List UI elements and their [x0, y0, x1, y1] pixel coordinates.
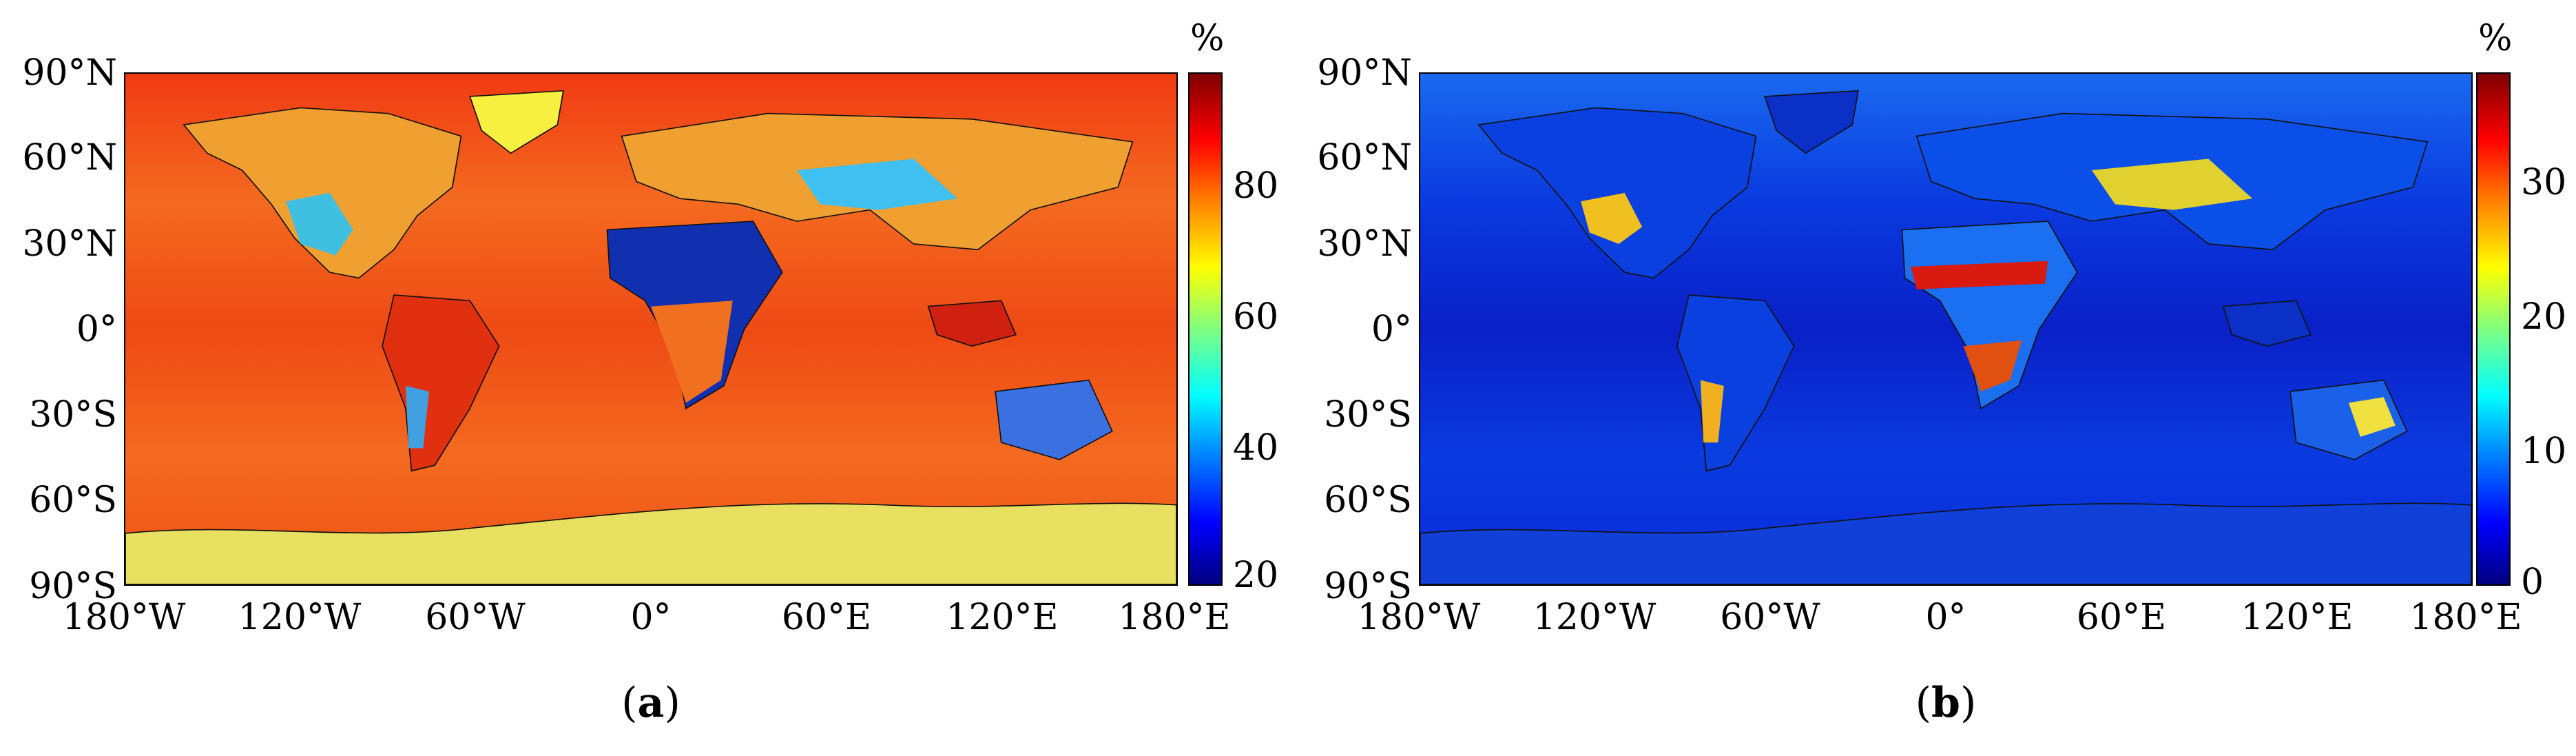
- antarctica-b: [1420, 502, 2471, 584]
- na-dry-a: [286, 192, 353, 256]
- colorbar-unit-b: %: [2478, 18, 2513, 59]
- lat-label-60s: 60°S: [29, 480, 117, 521]
- lon-label-60w: 60°W: [1720, 597, 1820, 638]
- north-america-a: [183, 107, 462, 279]
- lat-label-30n: 30°N: [1317, 223, 1412, 265]
- lat-label-30n: 30°N: [22, 223, 117, 265]
- lon-label-120w: 120°W: [1533, 597, 1656, 638]
- map-b-svg: [1420, 74, 2471, 584]
- colorbar-a-tick-40: 40: [1233, 427, 1279, 469]
- lon-label-180w: 180°W: [1357, 597, 1481, 638]
- antarctica-a: [125, 502, 1176, 584]
- lat-label-90s: 90°S: [1324, 566, 1412, 607]
- lon-label-60e: 60°E: [781, 597, 872, 638]
- lat-label-90s: 90°S: [29, 566, 117, 607]
- lon-label-120w: 120°W: [238, 597, 362, 638]
- colorbar-b: [2476, 72, 2511, 586]
- australia-hot-b: [2348, 397, 2396, 437]
- greenland-a: [469, 90, 564, 154]
- lon-label-120e: 120°E: [946, 597, 1059, 638]
- africa-wet-a: [651, 300, 733, 403]
- map-b: [1419, 72, 2473, 586]
- lon-label-60w: 60°W: [425, 597, 526, 638]
- colorbar-b-tick-20: 20: [2521, 296, 2567, 338]
- north-america-b: [1477, 107, 1757, 279]
- lon-label-0: 0°: [630, 597, 672, 638]
- australia-a: [995, 379, 1113, 460]
- panel-a: 90°N 60°N 30°N 0° 30°S 60°S 90°S 180°W 1…: [22, 18, 1279, 727]
- map-a-svg: [125, 74, 1176, 584]
- colorbar-a-tick-80: 80: [1233, 165, 1279, 207]
- lon-label-180e: 180°E: [1118, 597, 1231, 638]
- asia-dry-a: [796, 159, 958, 210]
- lat-label-60s: 60°S: [1324, 480, 1412, 521]
- lon-label-0: 0°: [1925, 597, 1966, 638]
- asia-hot-b: [2091, 159, 2253, 210]
- colorbar-unit-a: %: [1190, 18, 1225, 59]
- sa-dry-a: [405, 385, 429, 449]
- lat-label-30s: 30°S: [1324, 394, 1412, 436]
- colorbar-b-tick-10: 10: [2521, 431, 2567, 472]
- lon-label-180w: 180°W: [62, 597, 186, 638]
- lat-label-60n: 60°N: [1317, 137, 1412, 178]
- panel-caption-a: (a): [621, 679, 681, 727]
- panel-b: 90°N 60°N 30°N 0° 30°S 60°S 90°S 180°W 1…: [1288, 0, 2576, 756]
- lon-label-180e: 180°E: [2409, 597, 2522, 638]
- colorbar-a-tick-60: 60: [1233, 296, 1279, 338]
- colorbar-b-tick-30: 30: [2521, 162, 2567, 203]
- seasia-b: [2222, 300, 2312, 347]
- lon-label-60e: 60°E: [2076, 597, 2167, 638]
- colorbar-a: [1188, 72, 1223, 586]
- greenland-b: [1764, 90, 1859, 154]
- lat-label-60n: 60°N: [22, 137, 117, 178]
- sahel-hot-b: [1911, 260, 2048, 289]
- south-africa-hot-b: [1963, 340, 2022, 392]
- lat-label-90n: 90°N: [22, 52, 117, 94]
- panel-caption-b: (b): [1915, 679, 1977, 727]
- lat-label-eq: 0°: [1371, 309, 1412, 350]
- colorbar-a-tick-20: 20: [1233, 555, 1279, 596]
- lat-label-90n: 90°N: [1317, 52, 1412, 94]
- lat-label-eq: 0°: [76, 309, 117, 350]
- lon-label-120e: 120°E: [2241, 597, 2354, 638]
- lat-label-30s: 30°S: [29, 394, 117, 436]
- colorbar-b-tick-0: 0: [2521, 562, 2544, 603]
- seasia-a: [927, 300, 1017, 347]
- sa-hot-b: [1700, 380, 1724, 443]
- na-hot-b: [1581, 192, 1643, 244]
- map-a: [124, 72, 1178, 586]
